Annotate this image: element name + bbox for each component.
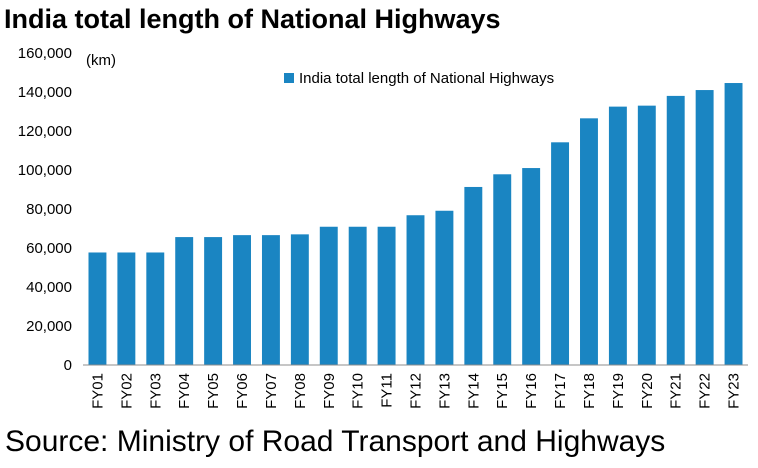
bar bbox=[88, 252, 107, 365]
source-note: Source: Ministry of Road Transport and H… bbox=[5, 425, 666, 458]
x-axis: FY01 FY02 FY03 FY04 FY05 FY06 FY07 FY08 FY09 FY10… bbox=[89, 373, 742, 409]
bar bbox=[406, 215, 425, 365]
y-tick-label: 120,000 bbox=[18, 123, 72, 140]
bar bbox=[637, 105, 656, 366]
bar bbox=[348, 226, 367, 365]
x-tick-label: FY09 bbox=[321, 373, 338, 409]
x-tick-label: FY12 bbox=[408, 373, 425, 409]
bar bbox=[666, 95, 685, 366]
x-tick-label: FY19 bbox=[610, 373, 627, 409]
x-tick-label: FY08 bbox=[292, 373, 309, 409]
bar bbox=[724, 83, 743, 365]
bar bbox=[493, 174, 512, 365]
x-tick-label: FY21 bbox=[668, 373, 685, 409]
x-tick-label: FY16 bbox=[523, 373, 540, 409]
chart-title: India total length of National Highways bbox=[4, 4, 501, 34]
y-tick-label: 140,000 bbox=[18, 84, 72, 101]
x-tick-label: FY23 bbox=[726, 373, 743, 409]
bar bbox=[261, 235, 280, 365]
x-tick-label: FY02 bbox=[118, 373, 135, 409]
y-tick-label: 40,000 bbox=[26, 279, 72, 296]
y-tick-label: 20,000 bbox=[26, 318, 72, 335]
x-tick-label: FY18 bbox=[581, 373, 598, 409]
x-tick-label: FY10 bbox=[350, 373, 367, 409]
y-tick-label: 80,000 bbox=[26, 201, 72, 218]
x-tick-label: FY01 bbox=[89, 373, 106, 409]
x-tick-label: FY04 bbox=[176, 373, 193, 409]
y-tick-label: 60,000 bbox=[26, 240, 72, 257]
y-axis: 0 20,000 40,000 60,000 80,000 100,000 120,000 1… bbox=[18, 45, 72, 374]
x-tick-label: FY22 bbox=[697, 373, 714, 409]
x-tick-label: FY03 bbox=[147, 373, 164, 409]
bar bbox=[695, 90, 714, 366]
legend-swatch bbox=[284, 73, 294, 83]
y-tick-label: 0 bbox=[64, 357, 72, 374]
x-tick-label: FY11 bbox=[379, 373, 396, 408]
y-unit-label: (km) bbox=[86, 52, 116, 69]
x-tick-label: FY17 bbox=[552, 373, 569, 409]
bar bbox=[522, 168, 541, 365]
x-tick-label: FY05 bbox=[205, 373, 222, 409]
bar bbox=[117, 252, 136, 365]
bar bbox=[377, 226, 396, 365]
bar bbox=[580, 118, 598, 365]
y-tick-label: 160,000 bbox=[18, 45, 72, 62]
bar-series bbox=[88, 83, 743, 366]
x-tick-label: FY07 bbox=[263, 373, 280, 409]
bar bbox=[464, 186, 483, 365]
x-tick-label: FY13 bbox=[436, 373, 453, 409]
x-tick-label: FY14 bbox=[465, 373, 482, 409]
legend-label: India total length of National Highways bbox=[299, 70, 554, 87]
bar bbox=[204, 237, 223, 365]
bar bbox=[608, 106, 627, 365]
y-tick-label: 100,000 bbox=[18, 162, 72, 179]
legend: India total length of National Highways bbox=[284, 70, 554, 87]
bar bbox=[146, 252, 165, 365]
x-tick-label: FY20 bbox=[639, 373, 656, 409]
bar bbox=[233, 235, 251, 365]
bar bbox=[551, 142, 570, 365]
bar bbox=[435, 210, 454, 365]
bar bbox=[175, 237, 194, 365]
x-tick-label: FY15 bbox=[494, 373, 511, 409]
x-tick-label: FY06 bbox=[234, 373, 251, 409]
bar bbox=[319, 226, 338, 365]
bar bbox=[290, 234, 309, 365]
